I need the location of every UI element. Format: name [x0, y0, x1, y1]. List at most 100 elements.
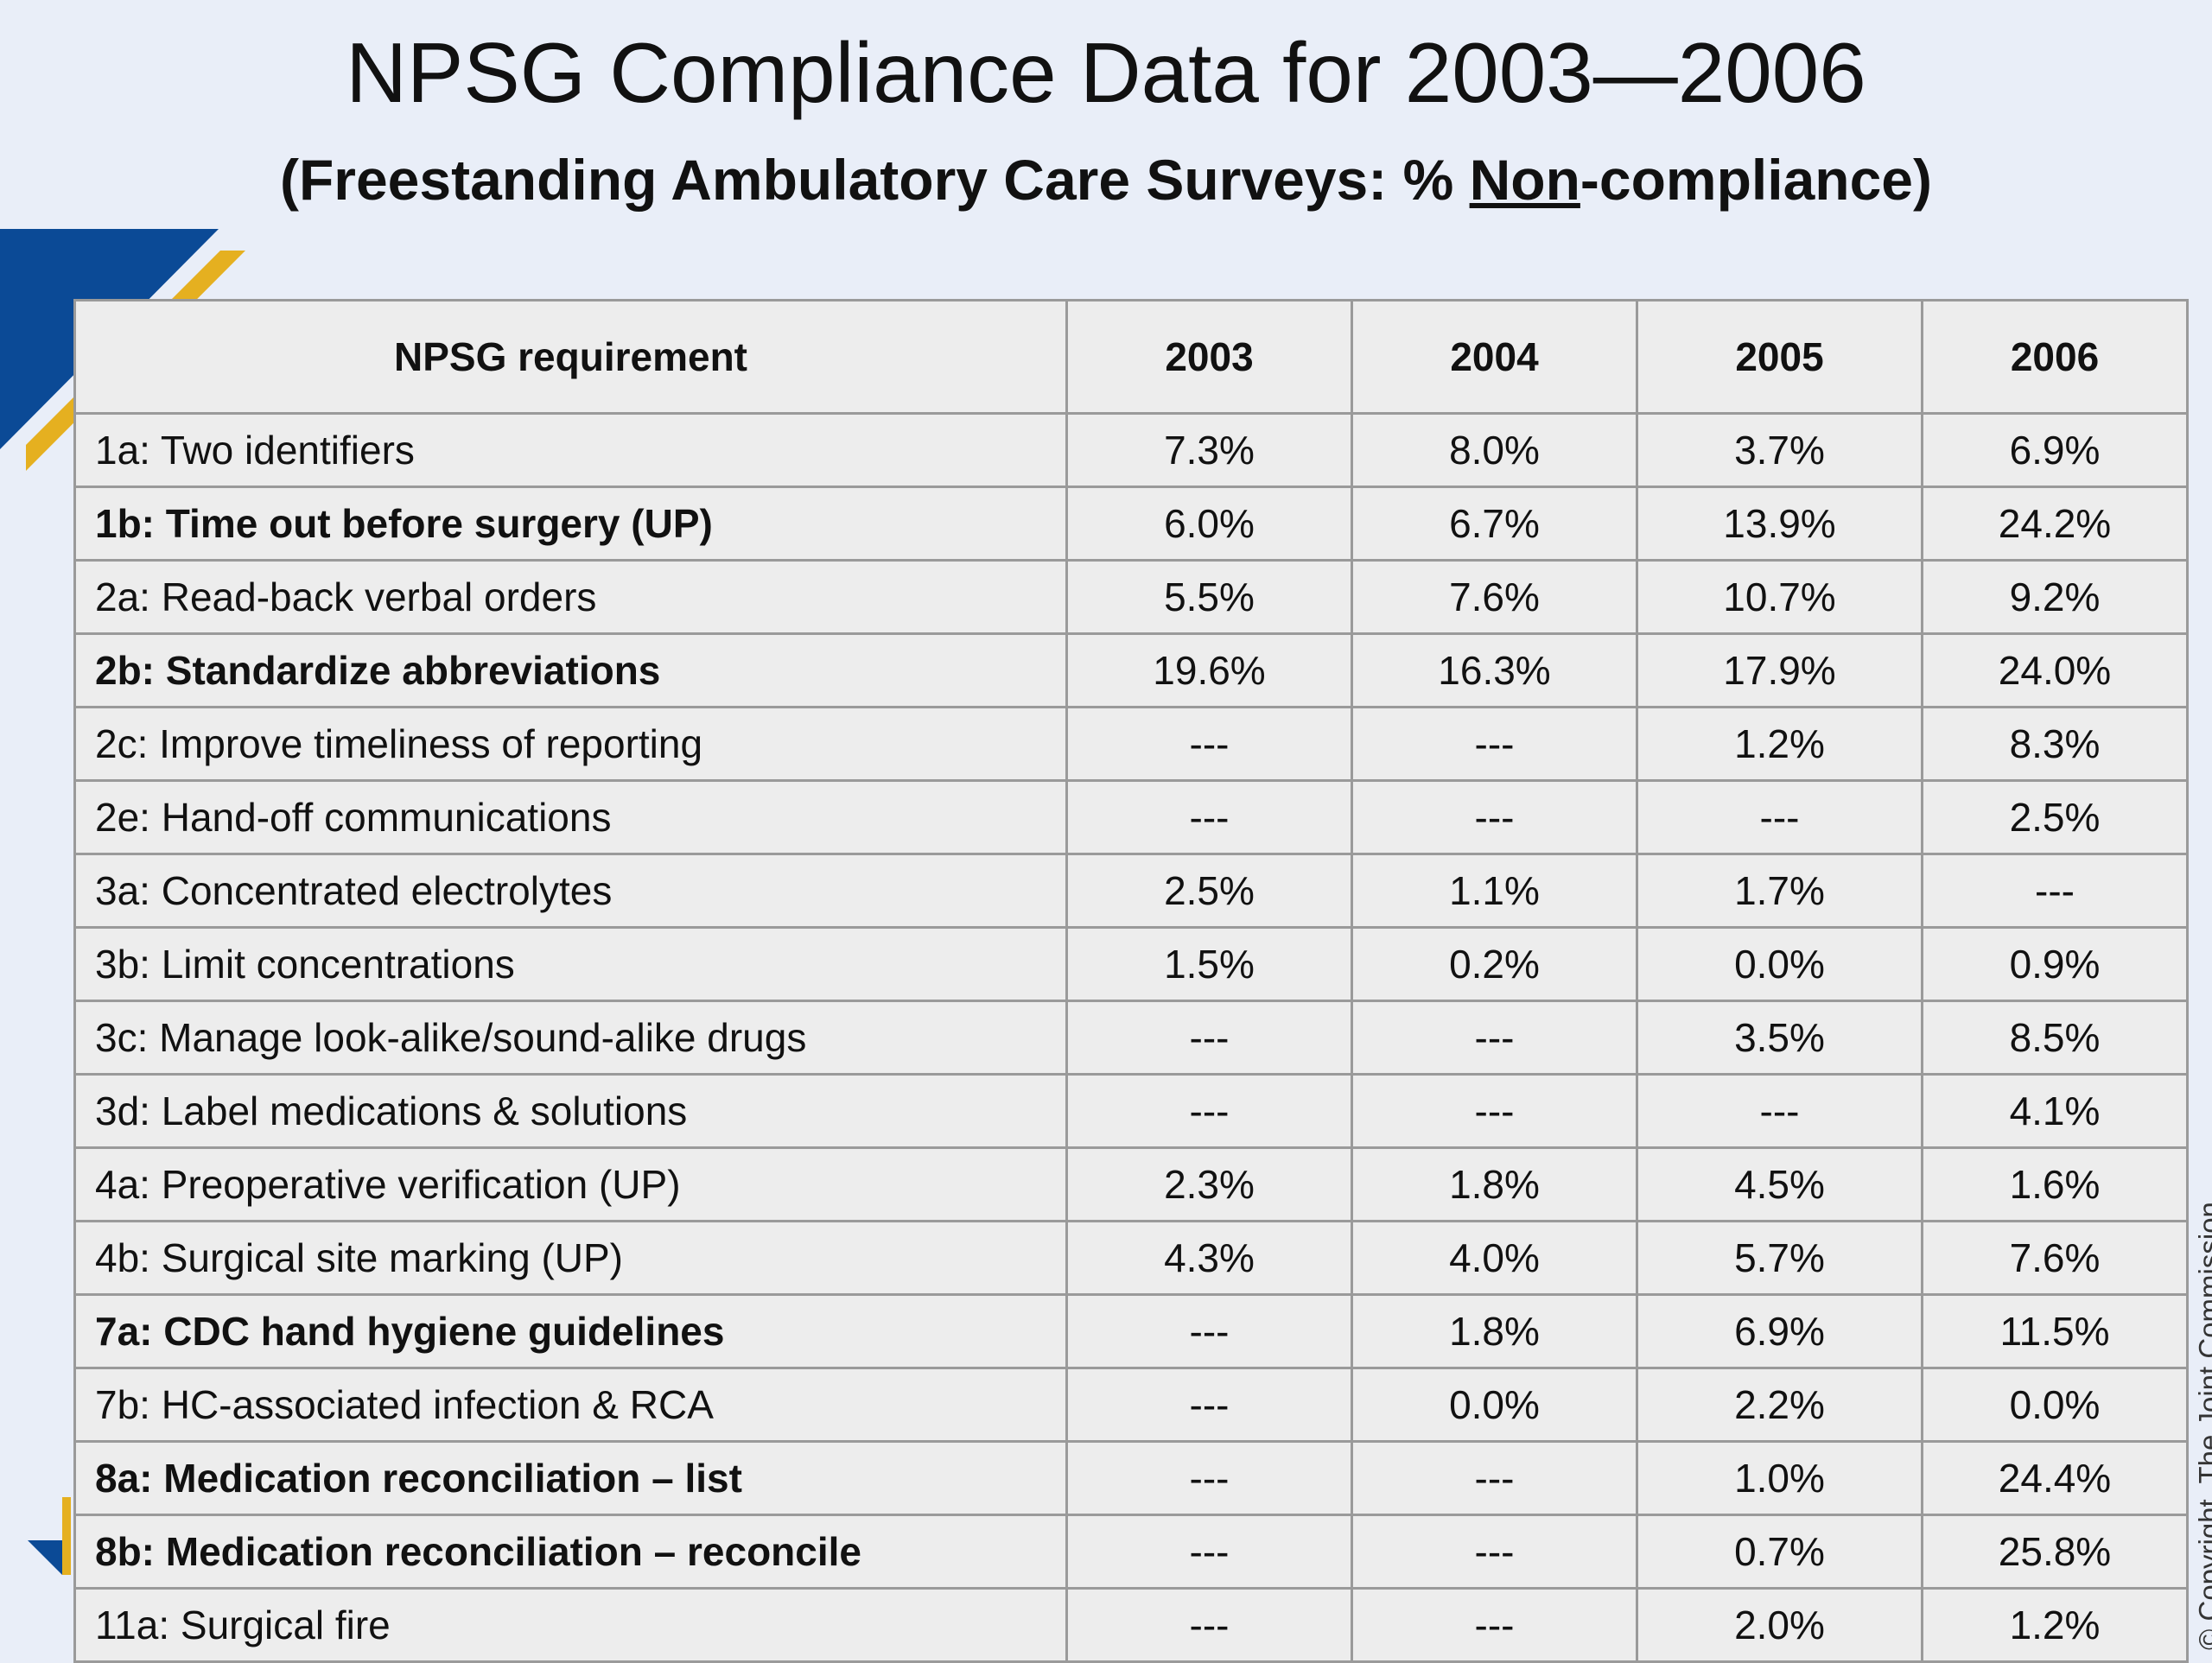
value-cell: --- — [1351, 1514, 1638, 1590]
value-cell: 11.5% — [1921, 1293, 2189, 1369]
value-cell: 4.0% — [1351, 1220, 1638, 1296]
value-cell: 3.7% — [1636, 412, 1923, 488]
value-cell: 8.5% — [1921, 1000, 2189, 1076]
subtitle-part: -compliance) — [1580, 148, 1932, 212]
value-cell: --- — [1351, 706, 1638, 782]
requirement-cell: 7a: CDC hand hygiene guidelines — [73, 1293, 1068, 1369]
title: NPSG Compliance Data for 2003—2006 — [346, 25, 1866, 120]
table-row: 8a: Medication reconciliation – list --- -… — [73, 1440, 2189, 1516]
value-cell: 3.5% — [1636, 1000, 1923, 1076]
value-cell: 6.0% — [1065, 486, 1353, 562]
table-row: 7b: HC-associated infection & RCA --- 0.0%… — [73, 1367, 2189, 1443]
value-cell: --- — [1351, 779, 1638, 855]
value-cell: --- — [1065, 1293, 1353, 1369]
subtitle: (Freestanding Ambulatory Care Surveys: %… — [0, 147, 2212, 213]
header-cell: NPSG requirement — [73, 299, 1068, 415]
table-row: 2e: Hand-off communications --- --- --- 2.5% — [73, 779, 2189, 855]
header-cell: 2003 — [1065, 299, 1353, 415]
copyright: © Copyright, The Joint Commission — [2193, 1202, 2212, 1650]
value-cell: 0.9% — [1921, 926, 2189, 1002]
table-row: 1a: Two identifiers 7.3% 8.0% 3.7% 6.9% — [73, 412, 2189, 488]
value-cell: --- — [1351, 1440, 1638, 1516]
requirement-cell: 7b: HC-associated infection & RCA — [73, 1367, 1068, 1443]
value-cell: 16.3% — [1351, 632, 1638, 708]
value-cell: 24.0% — [1921, 632, 2189, 708]
value-cell: --- — [1921, 853, 2189, 929]
value-cell: 17.9% — [1636, 632, 1923, 708]
table-row: 3b: Limit concentrations 1.5% 0.2% 0.0% 0.9% — [73, 926, 2189, 1002]
value-cell: --- — [1065, 1514, 1353, 1590]
table-row: 4b: Surgical site marking (UP) 4.3% 4.0% 5.… — [73, 1220, 2189, 1296]
value-cell: --- — [1351, 1073, 1638, 1149]
value-cell: 1.2% — [1636, 706, 1923, 782]
header-row: NPSG requirement 2003 2004 2005 2006 — [73, 299, 2189, 415]
value-cell: 8.3% — [1921, 706, 2189, 782]
requirement-cell: 1b: Time out before surgery (UP) — [73, 486, 1068, 562]
small-stripe — [62, 1497, 71, 1575]
table-row: 3d: Label medications & solutions --- --- -… — [73, 1073, 2189, 1149]
table-row: 2c: Improve timeliness of reporting --- --… — [73, 706, 2189, 782]
header-cell: 2004 — [1351, 299, 1638, 415]
requirement-cell: 2c: Improve timeliness of reporting — [73, 706, 1068, 782]
value-cell: 0.7% — [1636, 1514, 1923, 1590]
requirement-cell: 4b: Surgical site marking (UP) — [73, 1220, 1068, 1296]
value-cell: --- — [1065, 779, 1353, 855]
value-cell: 10.7% — [1636, 559, 1923, 635]
value-cell: 5.7% — [1636, 1220, 1923, 1296]
value-cell: 4.5% — [1636, 1146, 1923, 1222]
subtitle-part: (Freestanding Ambulatory Care Surveys: % — [280, 148, 1470, 212]
value-cell: 19.6% — [1065, 632, 1353, 708]
value-cell: 24.2% — [1921, 486, 2189, 562]
value-cell: 4.1% — [1921, 1073, 2189, 1149]
header-cell: 2006 — [1921, 299, 2189, 415]
table-row: 1b: Time out before surgery (UP) 6.0% 6.7%… — [73, 486, 2189, 562]
value-cell: 5.5% — [1065, 559, 1353, 635]
value-cell: --- — [1065, 1367, 1353, 1443]
value-cell: --- — [1065, 1000, 1353, 1076]
value-cell: 1.8% — [1351, 1293, 1638, 1369]
requirement-cell: 2b: Standardize abbreviations — [73, 632, 1068, 708]
requirement-cell: 11a: Surgical fire — [73, 1587, 1068, 1663]
value-cell: 1.2% — [1921, 1587, 2189, 1663]
value-cell: --- — [1636, 779, 1923, 855]
requirement-cell: 2a: Read-back verbal orders — [73, 559, 1068, 635]
value-cell: --- — [1065, 706, 1353, 782]
value-cell: 1.6% — [1921, 1146, 2189, 1222]
value-cell: --- — [1065, 1440, 1353, 1516]
value-cell: --- — [1065, 1073, 1353, 1149]
value-cell: --- — [1065, 1587, 1353, 1663]
table-row: 2a: Read-back verbal orders 5.5% 7.6% 10.7%… — [73, 559, 2189, 635]
value-cell: 6.9% — [1636, 1293, 1923, 1369]
requirement-cell: 2e: Hand-off communications — [73, 779, 1068, 855]
requirement-cell: 4a: Preoperative verification (UP) — [73, 1146, 1068, 1222]
table-body: 1a: Two identifiers 7.3% 8.0% 3.7% 6.9% 1b: T… — [73, 412, 2189, 1663]
value-cell: 25.8% — [1921, 1514, 2189, 1590]
value-cell: 7.3% — [1065, 412, 1353, 488]
value-cell: 0.2% — [1351, 926, 1638, 1002]
value-cell: 2.5% — [1065, 853, 1353, 929]
requirement-cell: 3c: Manage look-alike/sound-alike drugs — [73, 1000, 1068, 1076]
value-cell: 1.7% — [1636, 853, 1923, 929]
value-cell: 1.0% — [1636, 1440, 1923, 1516]
value-cell: 1.5% — [1065, 926, 1353, 1002]
small-triangle — [28, 1540, 62, 1575]
table-row: 3a: Concentrated electrolytes 2.5% 1.1% 1.7… — [73, 853, 2189, 929]
value-cell: 1.8% — [1351, 1146, 1638, 1222]
value-cell: --- — [1351, 1000, 1638, 1076]
subtitle-underlined: Non — [1469, 148, 1580, 212]
value-cell: 8.0% — [1351, 412, 1638, 488]
value-cell: 24.4% — [1921, 1440, 2189, 1516]
value-cell: 7.6% — [1921, 1220, 2189, 1296]
requirement-cell: 3a: Concentrated electrolytes — [73, 853, 1068, 929]
value-cell: 6.7% — [1351, 486, 1638, 562]
table: NPSG requirement 2003 2004 2005 2006 1a: Two… — [73, 299, 2189, 1663]
table-row: 7a: CDC hand hygiene guidelines --- 1.8% 6.… — [73, 1293, 2189, 1369]
value-cell: 1.1% — [1351, 853, 1638, 929]
requirement-cell: 3b: Limit concentrations — [73, 926, 1068, 1002]
value-cell: --- — [1351, 1587, 1638, 1663]
requirement-cell: 3d: Label medications & solutions — [73, 1073, 1068, 1149]
value-cell: 13.9% — [1636, 486, 1923, 562]
value-cell: 2.5% — [1921, 779, 2189, 855]
header-cell: 2005 — [1636, 299, 1923, 415]
